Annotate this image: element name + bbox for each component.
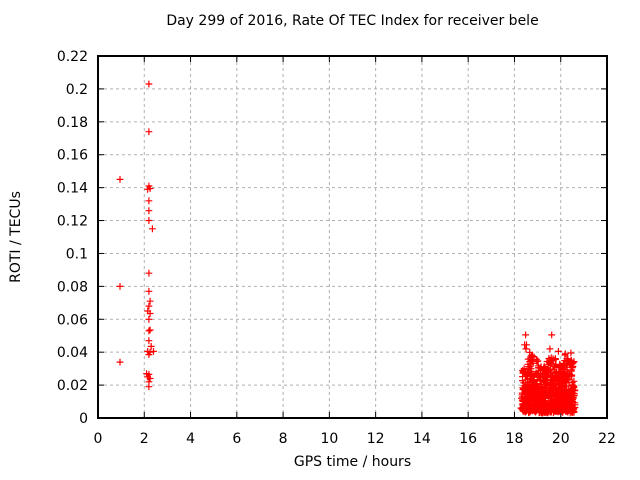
x-tick-label: 4 <box>186 431 195 447</box>
plot-border <box>97 55 608 419</box>
y-tick-label: 0.2 <box>66 82 88 98</box>
x-tick-label: 20 <box>552 431 570 447</box>
chart-title: Day 299 of 2016, Rate Of TEC Index for r… <box>166 13 539 29</box>
y-tick-label: 0.18 <box>57 115 88 131</box>
x-tick-label: 16 <box>459 431 477 447</box>
y-tick-label: 0.04 <box>57 345 88 361</box>
y-tick-label: 0.22 <box>57 49 88 65</box>
scatter-points <box>116 80 575 412</box>
y-tick-label: 0.02 <box>57 378 88 394</box>
x-tick-label: 14 <box>413 431 431 447</box>
scatter-dense-cluster <box>518 348 579 417</box>
x-tick-label: 22 <box>598 431 616 447</box>
x-tick-label: 8 <box>279 431 288 447</box>
y-tick-label: 0.06 <box>57 312 88 328</box>
x-tick-label: 10 <box>320 431 338 447</box>
x-tick-label: 18 <box>506 431 524 447</box>
x-tick-label: 0 <box>94 431 103 447</box>
y-tick-label: 0.16 <box>57 148 88 164</box>
y-tick-label: 0.1 <box>66 246 88 262</box>
x-tick-label: 12 <box>367 431 385 447</box>
y-tick-label: 0 <box>79 411 88 427</box>
y-tick-label: 0.08 <box>57 279 88 295</box>
x-axis-label: GPS time / hours <box>293 454 412 470</box>
x-tick-label: 2 <box>140 431 149 447</box>
y-tick-label: 0.14 <box>57 181 88 197</box>
y-tick-label: 0.12 <box>57 214 88 230</box>
x-tick-label: 6 <box>232 431 241 447</box>
